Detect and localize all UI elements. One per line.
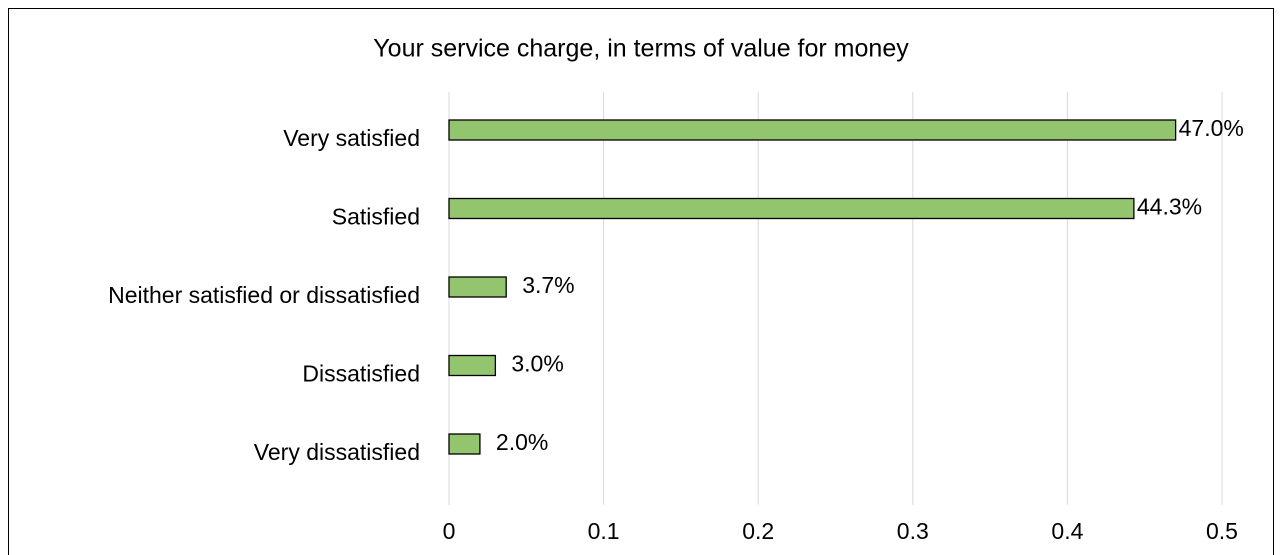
x-tick-label: 0 <box>443 518 456 544</box>
x-tick-label: 0.1 <box>588 518 620 544</box>
y-tick-label: Very dissatisfied <box>254 439 420 465</box>
data-label: 47.0% <box>1179 115 1244 141</box>
x-tick-label: 0.4 <box>1051 518 1083 544</box>
bar <box>448 119 1177 141</box>
bar <box>448 197 1135 220</box>
bar <box>448 433 481 455</box>
y-tick-label: Very satisfied <box>283 125 420 151</box>
data-label: 3.7% <box>522 272 574 298</box>
data-label: 2.0% <box>496 429 548 455</box>
y-tick-label: Dissatisfied <box>302 361 420 387</box>
bar <box>448 276 507 298</box>
x-tick-label: 0.2 <box>742 518 774 544</box>
data-label: 3.0% <box>511 351 563 377</box>
y-tick-label: Neither satisfied or dissatisfied <box>108 282 420 308</box>
x-tick-label: 0.5 <box>1206 518 1238 544</box>
chart-frame <box>8 8 1274 555</box>
x-tick-label: 0.3 <box>897 518 929 544</box>
chart-title: Your service charge, in terms of value f… <box>373 35 909 63</box>
y-tick-label: Satisfied <box>332 204 420 230</box>
bar <box>448 354 497 377</box>
data-label: 44.3% <box>1137 194 1202 220</box>
